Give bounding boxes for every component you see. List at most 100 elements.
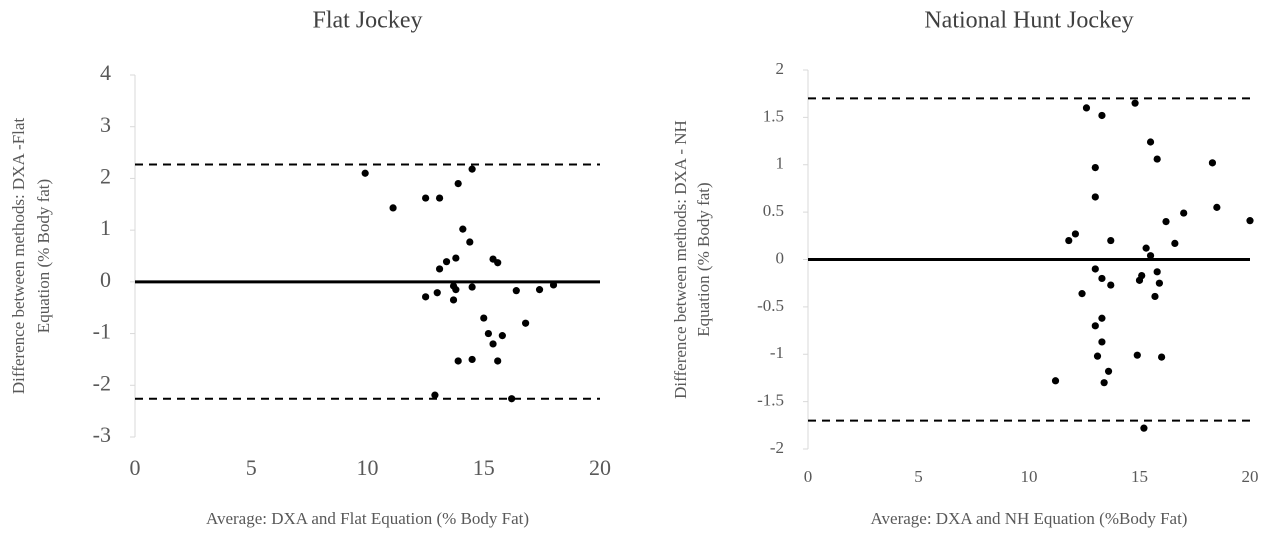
point	[1213, 203, 1221, 211]
point	[1146, 138, 1155, 146]
point	[1098, 111, 1106, 120]
point	[1100, 379, 1108, 387]
chart-title: National Hunt Jockey	[924, 8, 1133, 34]
point	[1158, 353, 1166, 361]
point	[1082, 104, 1091, 112]
point	[468, 283, 476, 291]
y-tick-label: 3	[100, 112, 111, 137]
point	[1246, 217, 1254, 225]
y-tick-label: -3	[93, 422, 111, 447]
point	[361, 169, 369, 177]
x-tick-label: 0	[130, 455, 141, 480]
point	[1140, 424, 1148, 432]
point	[494, 357, 502, 365]
point	[1078, 290, 1086, 298]
y-tick-label: 1	[776, 154, 785, 173]
point	[1208, 159, 1217, 167]
point	[422, 194, 430, 202]
point	[422, 293, 430, 301]
point	[435, 265, 444, 273]
x-tick-label: 10	[357, 455, 379, 480]
point	[1107, 236, 1115, 245]
point	[1135, 276, 1144, 284]
point	[498, 332, 506, 340]
point	[452, 286, 460, 294]
point	[468, 165, 476, 173]
y-tick-label: -2	[770, 438, 784, 457]
point	[431, 391, 439, 399]
point	[1091, 163, 1099, 172]
point	[1098, 338, 1106, 346]
point	[1142, 244, 1150, 252]
point	[1146, 252, 1155, 260]
x-tick-label: 20	[589, 455, 611, 480]
x-tick-label: 20	[1242, 467, 1259, 486]
x-tick-label: 10	[1021, 467, 1038, 486]
point	[1107, 281, 1115, 289]
y-tick-label: 4	[100, 60, 111, 85]
y-tick-label: 1	[100, 215, 111, 240]
y-tick-label: 1.5	[763, 106, 784, 125]
point	[535, 286, 544, 294]
x-tick-label: 5	[914, 467, 923, 486]
point	[512, 287, 520, 295]
point	[1151, 292, 1159, 301]
y-tick-label: 0	[100, 267, 111, 292]
point	[1051, 377, 1060, 385]
x-tick-label: 5	[246, 455, 257, 480]
y-tick-label: 0	[776, 248, 785, 267]
y-axis-label: Equation (% Body fat)	[34, 179, 53, 333]
point	[389, 204, 397, 212]
y-axis-label: Difference between methods: DXA - NH	[671, 120, 690, 399]
y-tick-label: 2	[776, 59, 785, 78]
point	[1104, 367, 1113, 375]
point	[1153, 268, 1161, 276]
point	[1155, 279, 1163, 287]
point	[452, 254, 460, 262]
point	[1091, 322, 1099, 330]
chart-title: Flat Jockey	[313, 8, 423, 34]
point	[1180, 209, 1188, 217]
point	[1133, 351, 1141, 359]
point	[433, 289, 441, 297]
point	[435, 194, 444, 202]
y-tick-label: -1.5	[757, 391, 784, 410]
point	[459, 225, 467, 233]
point	[508, 395, 516, 403]
x-axis-label: Average: DXA and NH Equation (%Body Fat)	[871, 509, 1188, 528]
y-axis-label: Difference between methods: DXA -Flat	[9, 118, 28, 395]
y-tick-label: -2	[93, 370, 111, 395]
point	[1171, 239, 1179, 247]
point	[454, 180, 462, 188]
point	[494, 259, 502, 267]
point	[1131, 99, 1139, 107]
point	[466, 238, 474, 246]
point	[454, 357, 462, 365]
y-tick-label: -1	[770, 343, 784, 362]
point	[489, 340, 497, 348]
y-tick-label: -1	[93, 319, 111, 344]
y-tick-label: -0.5	[757, 296, 784, 315]
y-tick-label: 0.5	[763, 201, 784, 220]
point	[484, 329, 492, 338]
point	[1091, 193, 1099, 201]
x-axis-label: Average: DXA and Flat Equation (% Body F…	[206, 509, 529, 528]
point	[1098, 314, 1106, 322]
point	[1098, 274, 1106, 283]
point	[522, 319, 530, 327]
point	[480, 314, 488, 322]
x-tick-label: 0	[804, 467, 813, 486]
point	[449, 296, 458, 304]
point	[442, 258, 451, 266]
point	[1065, 236, 1073, 245]
y-tick-label: 2	[100, 163, 111, 188]
y-axis-label: Equation (% Body fat)	[694, 182, 713, 336]
point	[1071, 230, 1080, 238]
point	[468, 355, 476, 364]
point	[1153, 155, 1161, 163]
point	[1162, 218, 1170, 226]
point	[1093, 352, 1102, 360]
x-tick-label: 15	[1131, 467, 1148, 486]
x-tick-label: 15	[473, 455, 495, 480]
